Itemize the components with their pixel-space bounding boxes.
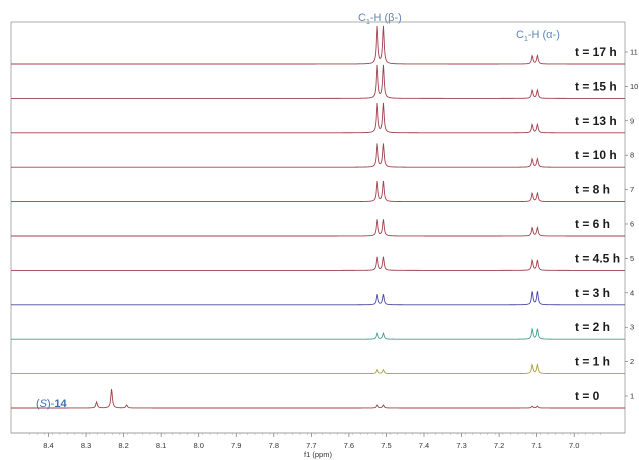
x-tick-label-7.9: 7.9 bbox=[231, 441, 241, 450]
spectra-group bbox=[11, 25, 625, 409]
plot-frame bbox=[10, 21, 626, 434]
trace-index-3: 3 bbox=[630, 323, 634, 332]
x-tick-label-8.2: 8.2 bbox=[118, 441, 128, 450]
spectrum-trace-2 bbox=[11, 362, 625, 375]
beta-peak-annotation: C1-H (β-) bbox=[358, 12, 402, 26]
time-label-8: t = 10 h bbox=[575, 148, 617, 162]
alpha-peak-annotation: C1-H (α-) bbox=[516, 29, 560, 43]
x-tick-label-8.4: 8.4 bbox=[43, 441, 53, 450]
trace-index-8: 8 bbox=[630, 151, 634, 160]
x-tick-label-7.5: 7.5 bbox=[381, 441, 391, 450]
beta-annotation-main: C bbox=[358, 12, 366, 24]
x-tick-label-8.0: 8.0 bbox=[193, 441, 203, 450]
spectrum-trace-8 bbox=[11, 143, 625, 168]
spectrum-trace-6 bbox=[11, 219, 625, 237]
time-label-5: t = 4.5 h bbox=[575, 251, 620, 265]
trace-index-2: 2 bbox=[630, 357, 634, 366]
time-label-6: t = 6 h bbox=[575, 217, 610, 231]
compound-prefix: ( bbox=[36, 398, 40, 410]
trace-index-6: 6 bbox=[630, 220, 634, 229]
trace-index-5: 5 bbox=[630, 254, 634, 263]
x-tick-label-7.0: 7.0 bbox=[569, 441, 579, 450]
trace-index-9: 9 bbox=[630, 116, 634, 125]
time-label-1: t = 0 bbox=[575, 389, 600, 403]
x-tick-label-7.6: 7.6 bbox=[344, 441, 354, 450]
alpha-annotation-main: C bbox=[516, 29, 524, 41]
trace-index-10: 10 bbox=[630, 82, 638, 91]
compound-suffix: )- bbox=[47, 398, 55, 410]
spectrum-trace-4 bbox=[11, 291, 625, 306]
x-tick-label-8.1: 8.1 bbox=[156, 441, 166, 450]
time-labels-group: t = 0 1 t = 1 h 2 t = 2 h 3 t = 3 h 4 t = 4.5 h 5… bbox=[575, 45, 638, 403]
trace-index-4: 4 bbox=[630, 288, 634, 297]
spectrum-trace-3 bbox=[11, 327, 625, 340]
x-tick-label-7.2: 7.2 bbox=[494, 441, 504, 450]
alpha-annotation-sub: 1 bbox=[524, 36, 528, 43]
spectrum-trace-11 bbox=[11, 25, 625, 65]
alpha-annotation-rest: -H (α-) bbox=[528, 29, 560, 41]
spectrum-trace-1 bbox=[11, 389, 625, 409]
compound-number: 14 bbox=[54, 398, 67, 410]
x-tick-label-7.3: 7.3 bbox=[456, 441, 466, 450]
x-axis: 8.4 8.3 8.2 8.1 8.0 7.9 7.8 7.7 7.6 7.5 7.4 7.3 7.2 7… bbox=[11, 432, 625, 450]
time-label-11: t = 17 h bbox=[575, 45, 617, 59]
beta-annotation-sub: 1 bbox=[366, 19, 370, 26]
x-tick-label-7.7: 7.7 bbox=[306, 441, 316, 450]
beta-annotation-rest: -H (β-) bbox=[370, 12, 402, 24]
x-tick-label-7.1: 7.1 bbox=[531, 441, 541, 450]
time-label-9: t = 13 h bbox=[575, 114, 617, 128]
time-label-2: t = 1 h bbox=[575, 355, 610, 369]
compound-label: (S)-14 bbox=[36, 398, 67, 410]
trace-index-11: 11 bbox=[630, 48, 638, 57]
time-label-10: t = 15 h bbox=[575, 79, 617, 93]
time-label-3: t = 2 h bbox=[575, 320, 610, 334]
spectrum-trace-5 bbox=[11, 256, 625, 271]
spectrum-trace-10 bbox=[11, 64, 625, 99]
time-label-4: t = 3 h bbox=[575, 286, 610, 300]
x-tick-label-8.3: 8.3 bbox=[81, 441, 91, 450]
trace-index-7: 7 bbox=[630, 185, 634, 194]
time-label-7: t = 8 h bbox=[575, 183, 610, 197]
spectrum-trace-9 bbox=[11, 102, 625, 134]
trace-index-1: 1 bbox=[630, 392, 634, 401]
spectrum-trace-7 bbox=[11, 180, 625, 203]
compound-italic: S bbox=[40, 398, 48, 410]
x-tick-label-7.8: 7.8 bbox=[269, 441, 279, 450]
x-tick-label-7.4: 7.4 bbox=[419, 441, 429, 450]
x-axis-label: f1 (ppm) bbox=[304, 450, 332, 459]
